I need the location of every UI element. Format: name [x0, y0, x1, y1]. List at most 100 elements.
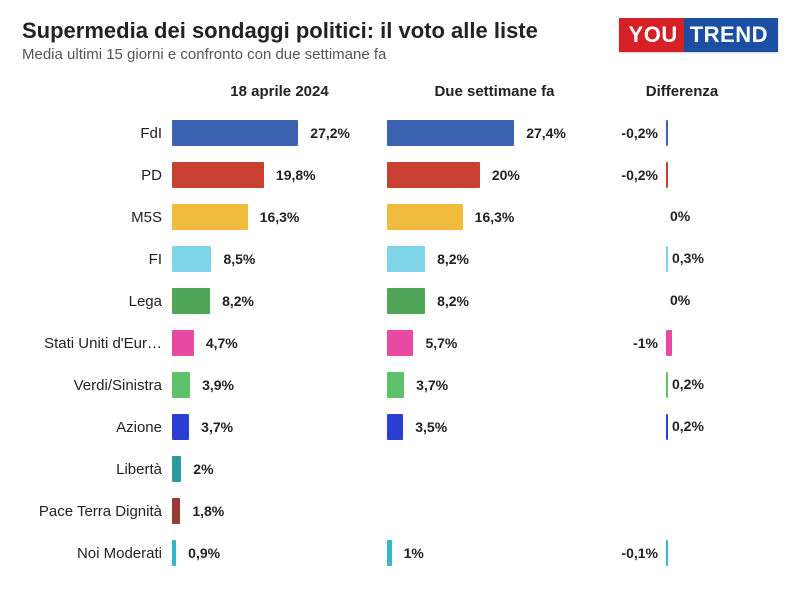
bar-value: 27,4%: [526, 125, 566, 141]
bar-cell-now: 16,3%: [172, 196, 387, 238]
party-label: Noi Moderati: [22, 545, 172, 562]
bar-cell-now: 4,7%: [172, 322, 387, 364]
party-label: FdI: [22, 125, 172, 142]
bar-value: 2%: [193, 461, 213, 477]
diff-cell: 0%: [602, 196, 762, 238]
bar: [387, 288, 425, 314]
col-header-now: 18 aprile 2024: [172, 83, 387, 100]
bar-value: 8,2%: [437, 251, 469, 267]
diff-pos-label: 0,3%: [672, 250, 704, 266]
bar: [172, 246, 211, 272]
bar-value: 8,2%: [222, 293, 254, 309]
party-label: Lega: [22, 293, 172, 310]
diff-cell: -1%: [602, 322, 762, 364]
column-headers: 18 aprile 2024 Due settimane fa Differen…: [0, 67, 800, 106]
col-header-diff: Differenza: [602, 83, 762, 100]
party-row: Azione3,7% 3,5% 0,2%: [22, 406, 778, 448]
party-label: FI: [22, 251, 172, 268]
bar: [172, 372, 190, 398]
bar-area: [172, 372, 302, 398]
bar: [172, 498, 180, 524]
bar-cell-prev: 1%: [387, 532, 602, 574]
party-row: M5S 16,3% 16,3% 0%: [22, 196, 778, 238]
bar-cell-prev: 8,2%: [387, 238, 602, 280]
bar-cell-now: 3,9%: [172, 364, 387, 406]
bar-cell-now: 19,8%: [172, 154, 387, 196]
bar-value: 8,2%: [437, 293, 469, 309]
bar-value: 27,2%: [310, 125, 350, 141]
diff-bar-area: [662, 120, 752, 146]
bar-area: [172, 120, 302, 146]
party-row: FdI 27,2% 27,4% -0,2%: [22, 112, 778, 154]
party-label: Libertà: [22, 461, 172, 478]
party-label: M5S: [22, 209, 172, 226]
bar-cell-prev: 3,7%: [387, 364, 602, 406]
bar-cell-now: 2%: [172, 448, 387, 490]
diff-cell: 0%: [602, 280, 762, 322]
diff-bar: [666, 246, 668, 272]
diff-pos-label: 0%: [670, 208, 690, 224]
bar-area: [387, 456, 517, 482]
bar-value: 1,8%: [192, 503, 224, 519]
diff-cell: [602, 490, 762, 532]
diff-neg-label: -0,2%: [602, 167, 662, 183]
bar: [387, 372, 404, 398]
diff-bar-area: [662, 456, 752, 482]
party-row: FI8,5%8,2%0,3%: [22, 238, 778, 280]
col-header-prev: Due settimane fa: [387, 83, 602, 100]
diff-cell: 0,2%: [602, 364, 762, 406]
chart-subtitle: Media ultimi 15 giorni e confronto con d…: [22, 46, 619, 63]
diff-bar-area: 0,2%: [662, 414, 752, 440]
bar-cell-prev: 16,3%: [387, 196, 602, 238]
bar-value: 16,3%: [260, 209, 300, 225]
bar-cell-now: 27,2%: [172, 112, 387, 154]
diff-bar: [666, 120, 668, 146]
bar: [387, 162, 480, 188]
logo-part-you: YOU: [619, 18, 684, 52]
diff-cell: 0,2%: [602, 406, 762, 448]
bar: [387, 246, 425, 272]
bar-area: [172, 456, 302, 482]
diff-pos-label: 0%: [670, 292, 690, 308]
bar-value: 3,5%: [415, 419, 447, 435]
party-label: PD: [22, 167, 172, 184]
bar-cell-prev: 8,2%: [387, 280, 602, 322]
party-row: Noi Moderati0,9%1%-0,1%: [22, 532, 778, 574]
bar: [172, 414, 189, 440]
bar-cell-now: 3,7%: [172, 406, 387, 448]
diff-pos-label: 0,2%: [672, 376, 704, 392]
bar: [172, 330, 194, 356]
bar-area: [387, 372, 517, 398]
bar-value: 3,9%: [202, 377, 234, 393]
bar: [387, 204, 463, 230]
bar: [387, 414, 403, 440]
diff-bar-area: [662, 162, 752, 188]
bar-cell-now: 8,2%: [172, 280, 387, 322]
youtrend-logo: YOU TREND: [619, 18, 778, 52]
bar-value: 1%: [404, 545, 424, 561]
bar: [387, 540, 392, 566]
diff-bar-area: [662, 540, 752, 566]
bar-value: 19,8%: [276, 167, 316, 183]
party-label: Verdi/Sinistra: [22, 377, 172, 394]
party-label: Azione: [22, 419, 172, 436]
logo-part-trend: TREND: [684, 18, 778, 52]
bar-cell-prev: 20%: [387, 154, 602, 196]
bar-value: 16,3%: [475, 209, 515, 225]
diff-bar: [666, 162, 668, 188]
diff-bar-area: 0%: [662, 204, 752, 230]
bar-cell-prev: [387, 448, 602, 490]
diff-cell: -0,2%: [602, 112, 762, 154]
bar: [172, 204, 248, 230]
party-row: Stati Uniti d'Eur…4,7%5,7%-1%: [22, 322, 778, 364]
bar: [172, 288, 210, 314]
diff-bar: [666, 414, 668, 440]
chart-title: Supermedia dei sondaggi politici: il vot…: [22, 18, 619, 44]
diff-bar-area: 0,2%: [662, 372, 752, 398]
party-label: Stati Uniti d'Eur…: [22, 335, 172, 352]
party-label: Pace Terra Dignità: [22, 503, 172, 520]
diff-bar-area: [662, 330, 752, 356]
bar: [172, 120, 298, 146]
bar-value: 20%: [492, 167, 520, 183]
diff-bar: [666, 330, 672, 356]
